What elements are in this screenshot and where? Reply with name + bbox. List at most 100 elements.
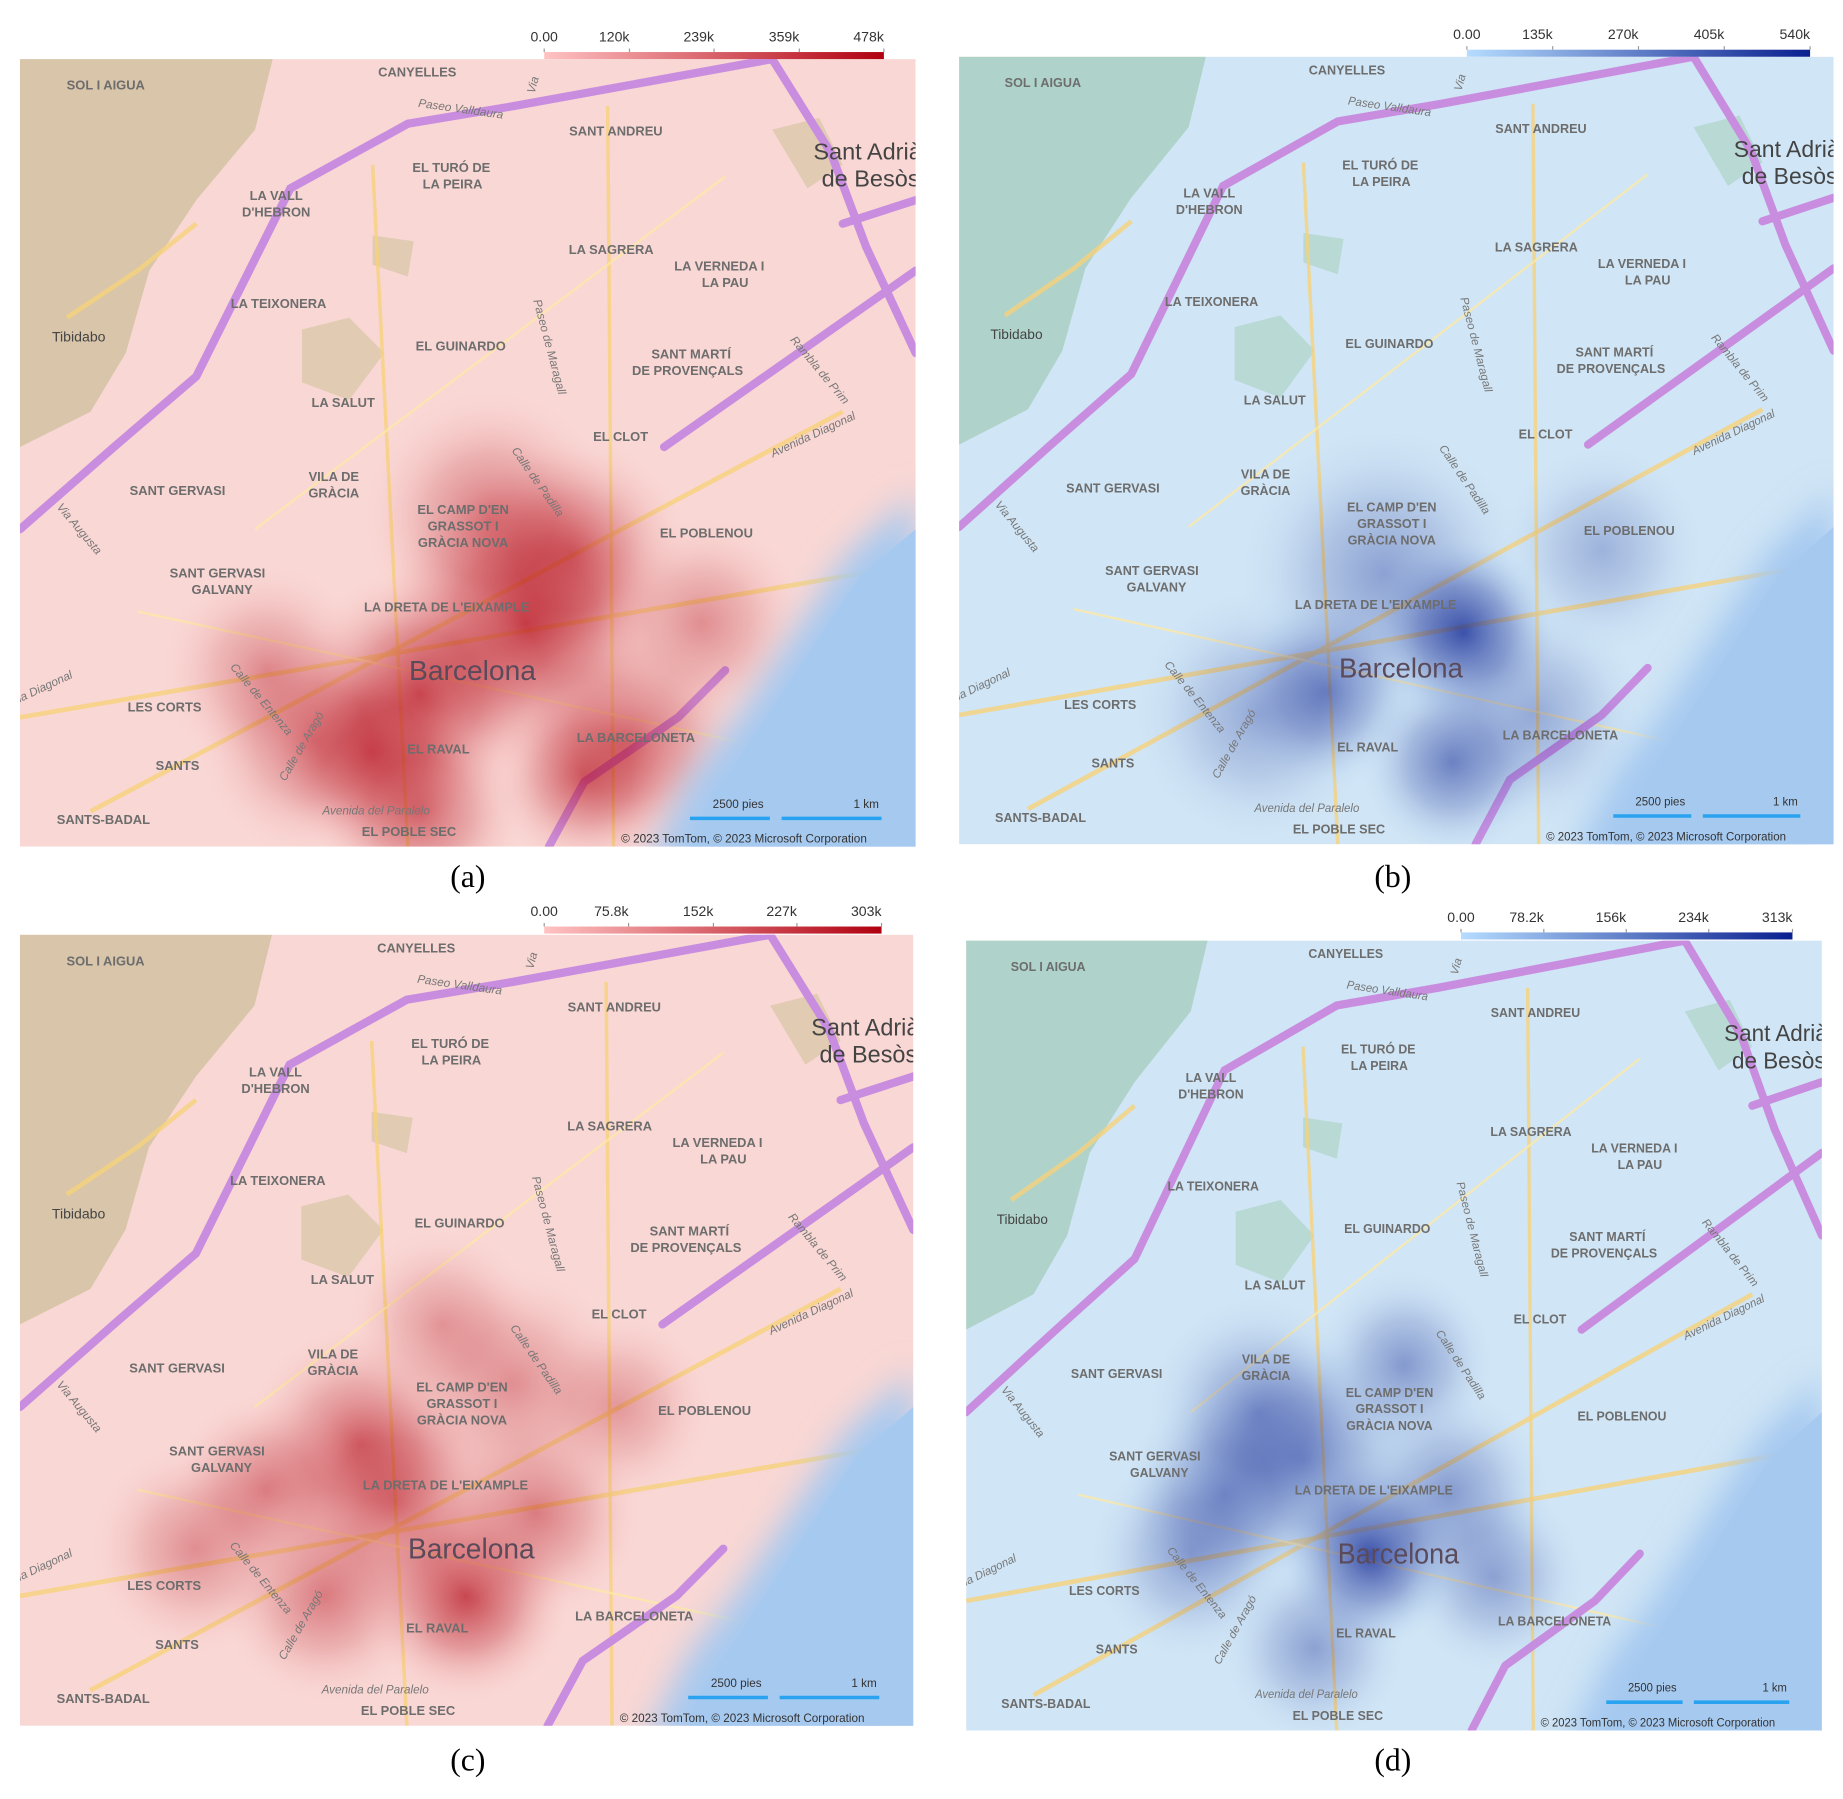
highway (1680, 940, 1822, 1240)
map-label: Tibidabo (52, 328, 106, 344)
panel-caption: (d) (1374, 1743, 1411, 1778)
map-label: EL CLOT (1519, 426, 1573, 441)
map-label: Via (523, 950, 540, 970)
map-label: LA VERNEDA I (1598, 256, 1686, 271)
colorbar-tick-label: 303k (851, 903, 883, 919)
map-label: LA BARCELONETA (1498, 1614, 1611, 1628)
map-label: LA PEIRA (422, 1052, 482, 1067)
colorbar (544, 926, 882, 934)
map-label: Via (525, 75, 542, 95)
colorbar-tick-label: 75.8k (594, 903, 629, 919)
map-label: EL POBLENOU (658, 1403, 751, 1418)
map-label: GRASSOT I (428, 518, 499, 533)
panel-caption: (c) (450, 1743, 485, 1778)
map-label: LA BARCELONETA (1503, 727, 1619, 742)
map-label: SANT MARTÍ (1576, 344, 1654, 359)
highway (659, 266, 916, 452)
scale-label: 1 km (854, 798, 880, 811)
map-label: LA TEIXONERA (1167, 1179, 1258, 1193)
map-label: LA SALUT (1245, 1278, 1306, 1292)
map-label: LA PAU (700, 1152, 747, 1167)
highway (838, 196, 916, 228)
attribution: © 2023 TomTom, © 2023 Microsoft Corporat… (1541, 1717, 1776, 1729)
colorbar-tick-label: 0.00 (1453, 26, 1481, 42)
map-label: LA DRETA DE L'EIXAMPLE (1295, 597, 1457, 612)
map-label: LA PAU (1618, 1158, 1663, 1172)
map-label: de Besòs (822, 165, 920, 191)
map-label: EL CLOT (1514, 1312, 1567, 1326)
highway (543, 1544, 728, 1726)
map-label: Barcelona (408, 1532, 535, 1564)
map-label: SANT GERVASI (1109, 1449, 1200, 1463)
map-label: DE PROVENÇALS (1557, 361, 1666, 376)
highway (1748, 1077, 1822, 1110)
map-label: LA SALUT (1244, 392, 1306, 407)
colorbar-tick-label: 540k (1780, 26, 1812, 42)
map-label: EL TURÓ DE (1342, 157, 1419, 172)
highway (1577, 1148, 1822, 1334)
map-label: DE PROVENÇALS (1551, 1246, 1657, 1260)
highway (1758, 193, 1834, 226)
map-label: LA PEIRA (423, 176, 483, 191)
highway (1689, 56, 1834, 355)
map-label: SANTS (155, 1637, 199, 1652)
highway (959, 56, 1698, 532)
colorbar (1466, 49, 1811, 57)
heat-spot (522, 1311, 713, 1503)
colorbar-tick-label: 152k (683, 903, 715, 919)
map-label: Sant Adrià (811, 1014, 920, 1040)
panel-caption: (a) (450, 859, 485, 894)
scale-label: 2500 pies (1635, 795, 1685, 808)
map-label: LA VERNEDA I (672, 1135, 762, 1150)
map-label: EL CLOT (593, 429, 648, 444)
map-label: CANYELLES (377, 940, 455, 955)
heat-spot (595, 517, 808, 730)
map-label: LA SALUT (312, 395, 375, 410)
map-label: GALVANY (1127, 579, 1187, 594)
highway (1583, 264, 1834, 449)
map-label: GRÀCIA NOVA (418, 535, 508, 550)
scale-label: 2500 pies (711, 1677, 762, 1690)
map-label: SOL I AIGUA (1011, 960, 1086, 974)
colorbar-tick-label: 78.2k (1509, 909, 1544, 925)
map-label: CANYELLES (378, 65, 457, 80)
map-label: Tibidabo (52, 1205, 106, 1221)
colorbar-tick-label: 120k (599, 28, 631, 44)
map-label: CANYELLES (1309, 62, 1386, 77)
map-label: EL TURÓ DE (1341, 1041, 1416, 1056)
map-label: LA TEIXONERA (1165, 294, 1258, 309)
map-label: LA BARCELONETA (577, 730, 695, 745)
sea (688, 1407, 914, 1726)
map-label: LES CORTS (127, 1578, 201, 1593)
map-label: GRASSOT I (1357, 516, 1426, 531)
sea (1606, 1412, 1822, 1731)
map-label: GRÀCIA (1242, 1368, 1291, 1383)
map-label: EL TURÓ DE (412, 160, 490, 175)
colorbar-tick-label: 156k (1596, 909, 1628, 925)
map-label: D'HEBRON (1176, 202, 1243, 217)
map-label: EL TURÓ DE (411, 1036, 489, 1051)
map-label: SANT GERVASI (1105, 563, 1198, 578)
map-label: LA BARCELONETA (575, 1609, 693, 1624)
map-label: SANT ANDREU (1495, 121, 1586, 136)
map-label: Via (1452, 72, 1469, 92)
map-label: LES CORTS (1069, 1584, 1140, 1598)
map-label: VILA DE (1241, 466, 1291, 481)
map-label: SANT ANDREU (568, 999, 661, 1014)
map-label: DE PROVENÇALS (632, 363, 744, 378)
map-label: Sant Adrià (813, 138, 922, 164)
map-label: GALVANY (192, 582, 254, 597)
map-label: Sant Adrià (1724, 1020, 1828, 1047)
map-label: LA SALUT (311, 1272, 374, 1287)
map-label: SOL I AIGUA (67, 78, 145, 93)
map-label: SOL I AIGUA (1005, 75, 1081, 90)
heat-spot (1223, 1552, 1406, 1731)
heat-spot (363, 390, 618, 645)
map-label: EL CLOT (592, 1306, 647, 1321)
map-label: GRÀCIA NOVA (1348, 532, 1436, 547)
map-label: GRÀCIA (308, 1363, 359, 1378)
map-label: VILA DE (309, 469, 360, 484)
map-label: SANT GERVASI (130, 483, 226, 498)
